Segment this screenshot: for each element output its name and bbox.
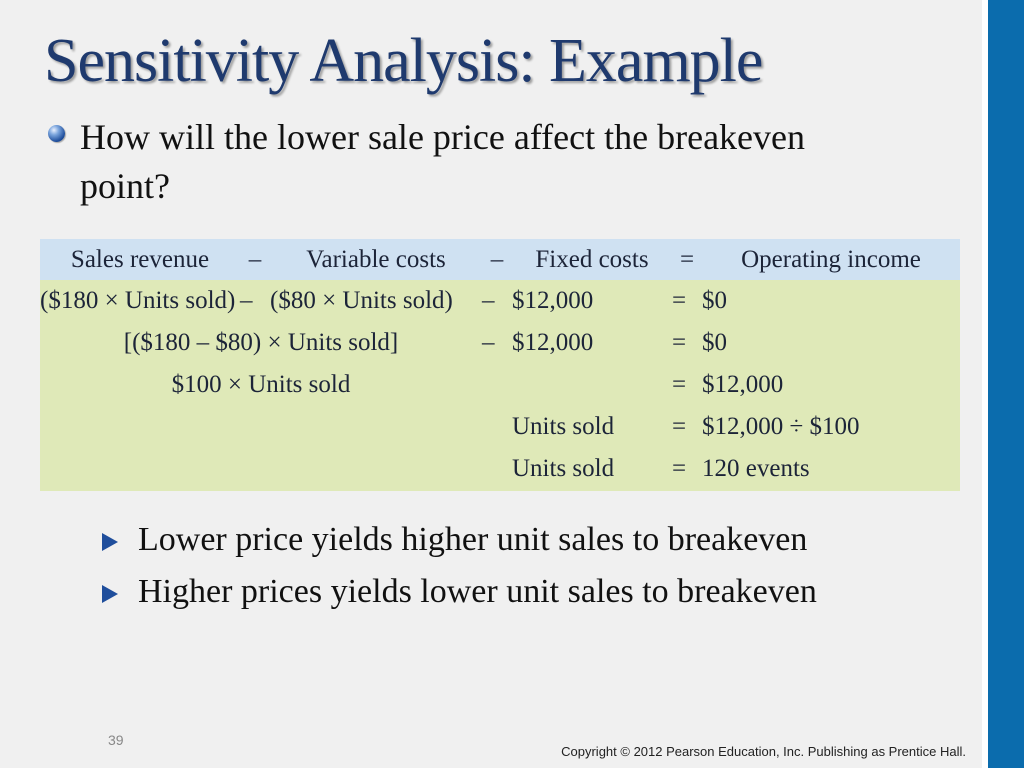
- header-sales-revenue: Sales revenue: [70, 245, 210, 273]
- table-cell: ($180 × Units sold): [40, 287, 236, 314]
- table-cell: 120 events: [702, 455, 810, 482]
- slide-title: Sensitivity Analysis: Example: [44, 27, 763, 95]
- table-cell: $0: [702, 329, 727, 356]
- table-cell: $0: [702, 287, 727, 314]
- copyright-notice: Copyright © 2012 Pearson Education, Inc.…: [561, 744, 966, 759]
- table-cell: Units sold: [512, 413, 615, 440]
- table-cell: $12,000: [512, 287, 594, 314]
- main-bullet-text: How will the lower sale price affect the…: [80, 117, 806, 206]
- table-cell: –: [482, 329, 495, 356]
- header-variable-costs: Variable costs: [306, 245, 446, 273]
- table-cell: $12,000 ÷ $100: [702, 413, 860, 440]
- table-cell: –: [482, 287, 495, 314]
- sub-bullet: Lower price yields higher unit sales to …: [100, 518, 817, 570]
- sub-bullet-text: Lower price yields higher unit sales to …: [138, 521, 808, 558]
- table-row: $100 × Units sold = $12,000: [40, 364, 960, 406]
- table-row: Units sold = 120 events: [40, 448, 960, 490]
- sub-bullet-list: Lower price yields higher unit sales to …: [100, 518, 817, 622]
- table-cell: –: [240, 287, 253, 314]
- triangle-bullet-icon: [102, 585, 118, 603]
- breakeven-table: Sales revenue – Variable costs – Fixed c…: [40, 239, 960, 491]
- table-cell: =: [672, 413, 687, 440]
- table-cell: Units sold: [512, 455, 615, 482]
- table-cell: =: [672, 287, 687, 314]
- table-cell: =: [672, 455, 687, 482]
- header-equals: =: [679, 245, 695, 273]
- table-cell: =: [672, 329, 687, 356]
- accent-bar: [982, 0, 1024, 768]
- header-minus-1: –: [248, 245, 262, 273]
- page-number: 39: [108, 732, 124, 748]
- table-row: [($180 – $80) × Units sold] – $12,000 = …: [40, 322, 960, 364]
- table-row: Units sold = $12,000 ÷ $100: [40, 406, 960, 448]
- table-cell: ($80 × Units sold): [270, 287, 453, 314]
- table-cell: $12,000: [512, 329, 594, 356]
- header-operating-income: Operating income: [741, 245, 921, 273]
- header-fixed-costs: Fixed costs: [535, 245, 649, 273]
- sub-bullet-text: Higher prices yields lower unit sales to…: [138, 573, 817, 610]
- orb-bullet-icon: [48, 125, 65, 142]
- triangle-bullet-icon: [102, 533, 118, 551]
- table-cell: [($180 – $80) × Units sold]: [123, 329, 399, 356]
- sub-bullet: Higher prices yields lower unit sales to…: [100, 570, 817, 622]
- table-cell: $12,000: [702, 371, 784, 398]
- header-minus-2: –: [490, 245, 504, 273]
- table-cell: =: [672, 371, 687, 398]
- table-row: ($180 × Units sold) – ($80 × Units sold)…: [40, 280, 960, 322]
- table-header-row: Sales revenue – Variable costs – Fixed c…: [40, 239, 960, 280]
- table-cell: $100 × Units sold: [171, 371, 351, 398]
